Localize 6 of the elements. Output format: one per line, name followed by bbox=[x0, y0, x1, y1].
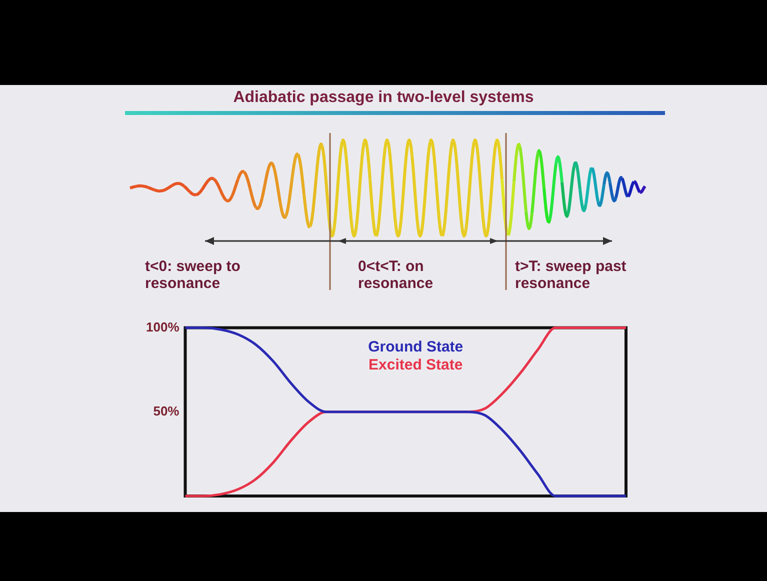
text: Excited State bbox=[368, 356, 463, 374]
y-tick-label: 100% bbox=[146, 319, 180, 334]
y-tick-label: 50% bbox=[153, 403, 180, 418]
text: Ground State bbox=[368, 338, 464, 356]
line-series bbox=[184, 326, 628, 498]
chart-title: Adiabatic passage in two-level systems bbox=[232, 89, 535, 107]
